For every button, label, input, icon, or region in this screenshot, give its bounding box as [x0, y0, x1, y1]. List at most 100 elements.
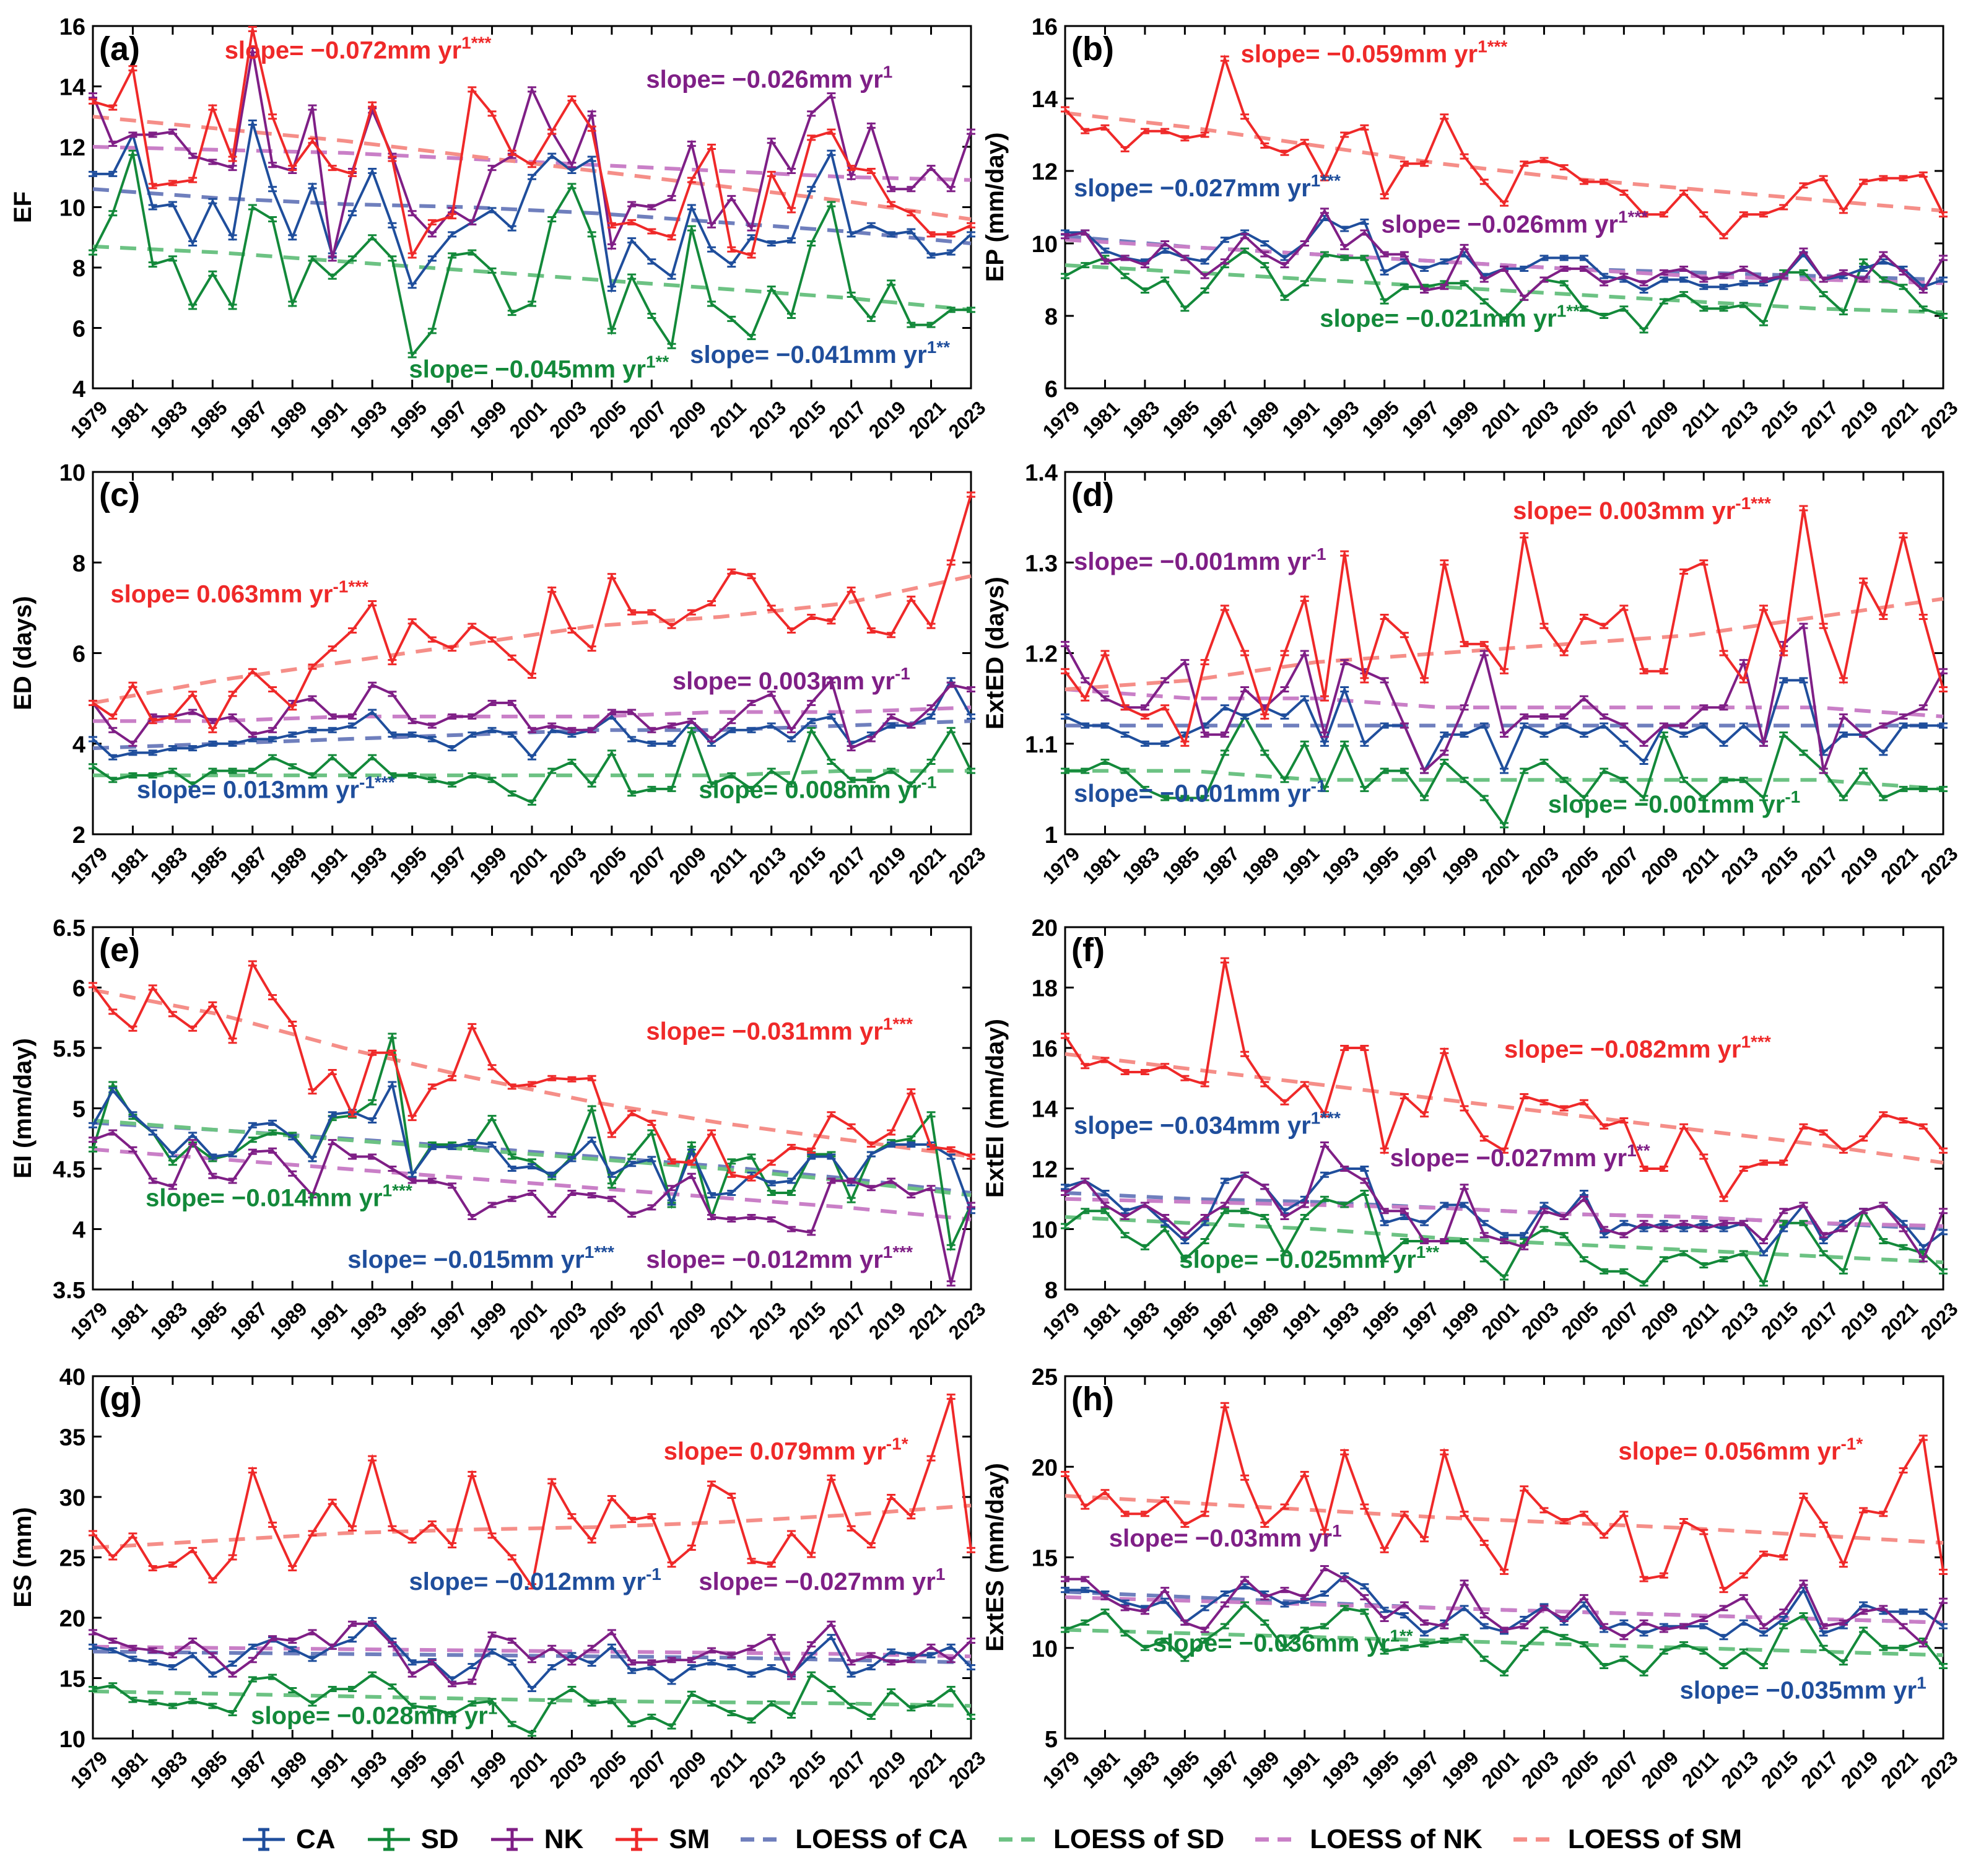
x-tick-label: 2007	[1597, 397, 1643, 443]
data-point	[807, 186, 816, 193]
data-point	[507, 225, 516, 232]
data-point	[567, 1156, 577, 1163]
data-point	[647, 1119, 656, 1126]
x-tick-label: 2023	[1917, 1298, 1962, 1344]
data-point	[407, 772, 417, 779]
data-point	[1899, 1226, 1908, 1232]
x-tick-label: 2003	[1517, 843, 1563, 889]
data-point	[1759, 1159, 1768, 1166]
data-point	[946, 1280, 956, 1287]
data-point	[1918, 1244, 1928, 1250]
data-point	[388, 772, 397, 779]
data-point	[967, 128, 975, 135]
data-point	[1061, 273, 1069, 279]
data-point	[1360, 124, 1369, 131]
data-point	[667, 1158, 676, 1165]
data-point	[767, 170, 776, 177]
data-point	[747, 573, 756, 580]
data-point	[1879, 613, 1888, 621]
data-point	[727, 315, 736, 322]
data-point	[507, 1165, 516, 1172]
data-point	[1280, 650, 1289, 657]
y-tick-label: 14	[59, 75, 85, 101]
data-point	[1520, 1232, 1529, 1239]
data-point	[1799, 1219, 1808, 1226]
data-point	[1939, 255, 1948, 261]
data-point	[248, 960, 257, 967]
data-point	[727, 1171, 736, 1178]
data-point	[1619, 1268, 1629, 1275]
x-tick-label: 2003	[545, 843, 591, 889]
data-point	[1819, 290, 1828, 297]
loess-line-loess-sm	[1065, 111, 1944, 213]
data-point	[1579, 731, 1588, 738]
x-tick-label: 2009	[665, 397, 711, 443]
data-point	[1200, 1237, 1209, 1245]
x-tick-label: 2021	[905, 397, 951, 443]
x-tick-label: 2017	[825, 1298, 871, 1344]
data-point	[687, 609, 696, 616]
data-point	[1260, 251, 1269, 258]
data-point	[1520, 265, 1529, 272]
data-point	[1659, 1165, 1668, 1172]
data-point	[967, 713, 975, 720]
data-point	[128, 749, 137, 756]
data-point	[1120, 767, 1130, 774]
data-point	[1160, 247, 1170, 254]
series-nk	[89, 1129, 975, 1287]
data-point	[807, 726, 816, 733]
data-point	[627, 1161, 637, 1167]
data-point	[1120, 1213, 1130, 1221]
data-point	[1460, 777, 1469, 783]
data-point	[1639, 1280, 1648, 1287]
data-point	[946, 726, 956, 733]
data-point	[1939, 1147, 1948, 1154]
data-point	[1819, 1237, 1828, 1245]
slope-annotation: slope= −0.001mm yr-1	[1074, 776, 1326, 807]
x-tick-label: 1995	[1358, 843, 1404, 889]
data-point	[188, 152, 198, 159]
data-point	[1659, 269, 1668, 276]
y-tick-label: 8	[1045, 304, 1058, 330]
data-point	[148, 1177, 157, 1184]
data-point	[468, 772, 477, 779]
data-point	[1699, 1153, 1709, 1160]
data-point	[1759, 320, 1768, 326]
data-point	[926, 704, 936, 711]
data-point	[468, 1213, 477, 1221]
data-point	[627, 219, 637, 225]
data-point	[1120, 146, 1130, 152]
data-point	[1320, 1195, 1329, 1202]
data-point	[248, 1122, 257, 1128]
x-tick-label: 2001	[1478, 397, 1523, 443]
x-tick-label: 2021	[1877, 1298, 1923, 1344]
x-tick-label: 2005	[1557, 397, 1603, 443]
x-tick-label: 2015	[785, 397, 830, 443]
data-point	[1600, 767, 1609, 774]
data-point	[887, 201, 896, 207]
series-ca	[89, 677, 975, 761]
data-point	[767, 286, 776, 292]
data-point	[747, 1175, 756, 1182]
data-point	[1061, 767, 1069, 774]
x-tick-label: 2013	[745, 1298, 791, 1344]
data-point	[1879, 795, 1888, 801]
data-point	[1160, 1226, 1170, 1232]
data-point	[926, 1143, 936, 1150]
data-point	[1759, 740, 1768, 747]
x-tick-label: 1985	[186, 397, 232, 443]
data-point	[1280, 1099, 1289, 1106]
series-sd	[1061, 713, 1948, 829]
data-point	[1600, 622, 1609, 629]
slope-annotation: slope= 0.003mm yr-1	[673, 664, 910, 695]
slope-annotation: slope= −0.012mm yr1***	[646, 1242, 913, 1273]
data-point	[1539, 731, 1549, 738]
data-point	[687, 1141, 696, 1148]
data-point	[926, 165, 936, 172]
data-point	[308, 255, 317, 262]
data-point	[707, 1129, 716, 1136]
data-point	[687, 177, 696, 183]
data-point	[128, 772, 137, 779]
data-point	[228, 767, 237, 774]
data-point	[727, 718, 736, 725]
